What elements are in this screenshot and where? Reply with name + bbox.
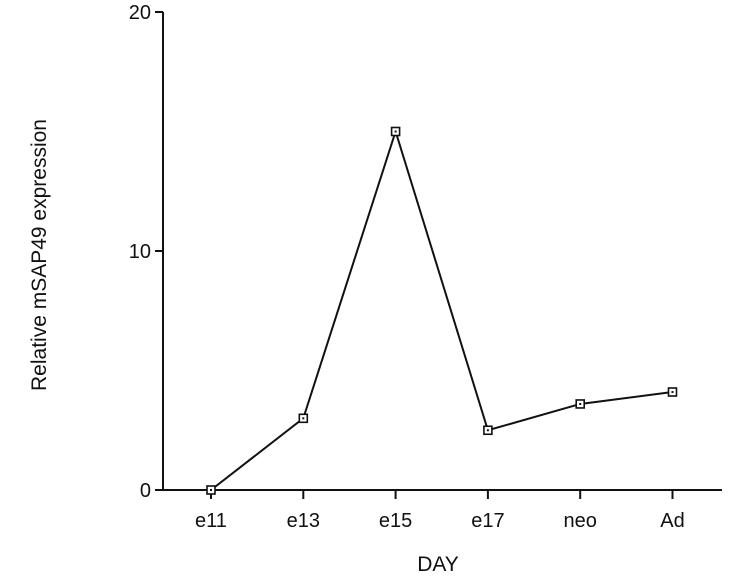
x-ticks: e11 e13 e15 e17 neo Ad [195, 490, 685, 532]
x-tick-label-e13: e13 [287, 510, 320, 532]
y-tick-label-20: 20 [129, 2, 151, 24]
y-ticks: 0 10 20 [129, 2, 163, 502]
data-point-center-Ad [671, 391, 674, 394]
data-point-center-e11 [210, 489, 212, 491]
axes [162, 12, 722, 491]
x-axis-title: DAY [417, 553, 459, 576]
y-axis-title: Relative mSAP49 expression [28, 119, 51, 391]
series-group [206, 126, 678, 495]
data-point-center-neo [579, 402, 582, 405]
x-tick-label-Ad: Ad [660, 510, 684, 532]
y-tick-label-0: 0 [140, 480, 151, 502]
data-point-center-e15 [394, 130, 397, 133]
data-point-center-e17 [486, 429, 489, 432]
y-tick-label-10: 10 [129, 241, 151, 263]
x-tick-label-e11: e11 [195, 510, 227, 532]
x-tick-label-e17: e17 [471, 510, 504, 532]
series-line-0 [210, 128, 673, 491]
x-tick-label-e15: e15 [379, 510, 412, 532]
data-point-center-e13 [302, 417, 305, 420]
x-tick-label-neo: neo [564, 510, 597, 532]
